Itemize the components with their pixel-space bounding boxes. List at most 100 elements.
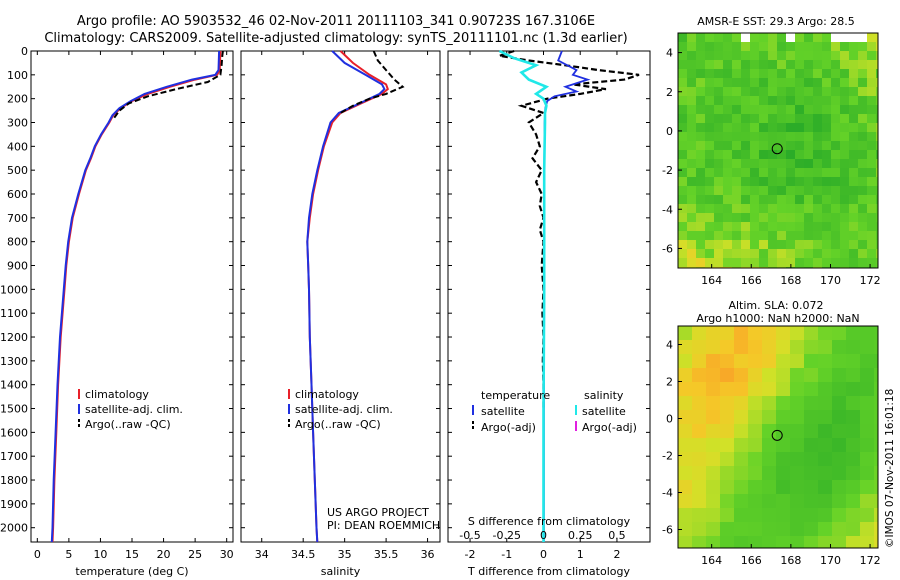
legend-t-title: temperature — [481, 389, 550, 402]
heatmap-cell — [759, 186, 769, 196]
heatmap-cell — [678, 60, 688, 70]
heatmap-cell — [858, 114, 868, 124]
x-tick-label: 0 — [34, 548, 41, 561]
x-tick-label: 15 — [125, 548, 139, 561]
heatmap-cell — [732, 69, 742, 79]
heatmap-cell — [678, 326, 693, 341]
map-x-tick-label: 172 — [860, 274, 881, 287]
heatmap-cell — [696, 96, 706, 106]
heatmap-cell — [762, 354, 777, 369]
heatmap-cell — [813, 168, 823, 178]
heatmap-cell — [867, 186, 877, 196]
heatmap-cell — [750, 204, 760, 214]
heatmap-cell — [818, 508, 833, 523]
heatmap-cell — [846, 396, 861, 411]
heatmap-cell — [831, 159, 841, 169]
heatmap-cell — [786, 123, 796, 133]
heatmap-cell — [720, 410, 735, 425]
heatmap-cell — [759, 177, 769, 187]
heatmap-cell — [720, 382, 735, 397]
heatmap-cell — [741, 150, 751, 160]
heatmap-cell — [874, 368, 879, 383]
heatmap-cell — [790, 354, 805, 369]
heatmap-cell — [786, 213, 796, 223]
heatmap-cell — [832, 536, 847, 549]
heatmap-cell — [858, 51, 868, 61]
heatmap-cell — [804, 258, 814, 268]
heatmap-cell — [795, 141, 805, 151]
heatmap-cell — [678, 177, 688, 187]
heatmap-cell — [840, 258, 850, 268]
heatmap-cell — [714, 78, 724, 88]
heatmap-cell — [762, 424, 777, 439]
heatmap-cell — [768, 87, 778, 97]
heatmap-cell — [696, 204, 706, 214]
heatmap-cell — [858, 222, 868, 232]
map-y-tick-label: 2 — [666, 86, 673, 99]
heatmap-cell — [776, 508, 791, 523]
heatmap-cell — [786, 87, 796, 97]
heatmap-cell — [732, 150, 742, 160]
legend-label: climatology — [85, 388, 149, 401]
heatmap-cell — [705, 96, 715, 106]
heatmap-cell — [831, 33, 841, 43]
heatmap-cell — [692, 368, 707, 383]
heatmap-cell — [832, 494, 847, 509]
heatmap-cell — [813, 222, 823, 232]
heatmap-cell — [790, 396, 805, 411]
heatmap-cell — [768, 42, 778, 52]
heatmap-cell — [876, 87, 879, 97]
heatmap-cell — [759, 69, 769, 79]
heatmap-cell — [860, 466, 875, 481]
heatmap-cell — [678, 258, 688, 268]
heatmap-cell — [723, 159, 733, 169]
heatmap-cell — [874, 382, 879, 397]
heatmap-cell — [732, 51, 742, 61]
depth-tick-label: 1900 — [0, 498, 28, 511]
heatmap-cell — [867, 69, 877, 79]
heatmap-cell — [840, 123, 850, 133]
heatmap-cell — [840, 51, 850, 61]
heatmap-cell — [777, 132, 787, 142]
heatmap-cell — [732, 105, 742, 115]
heatmap-cell — [786, 168, 796, 178]
heatmap-cell — [849, 87, 859, 97]
heatmap-cell — [804, 168, 814, 178]
heatmap-cell — [822, 114, 832, 124]
heatmap-cell — [777, 96, 787, 106]
heatmap-cell — [795, 78, 805, 88]
heatmap-cell — [786, 159, 796, 169]
heatmap-cell — [818, 466, 833, 481]
heatmap-cell — [858, 249, 868, 259]
heatmap-cell — [867, 114, 877, 124]
heatmap-cell — [768, 51, 778, 61]
heatmap-cell — [720, 326, 735, 341]
sst-map-frame — [677, 32, 879, 269]
map-y-tick-label: -6 — [662, 524, 673, 537]
heatmap-cell — [804, 150, 814, 160]
heatmap-cell — [876, 132, 879, 142]
heatmap-cell — [860, 340, 875, 355]
heatmap-cell — [777, 258, 787, 268]
heatmap-cell — [846, 452, 861, 467]
sla-subtitle: Argo h1000: NaN h2000: NaN — [696, 312, 859, 325]
map-x-tick-label: 168 — [780, 554, 801, 567]
heatmap-cell — [750, 69, 760, 79]
heatmap-cell — [741, 105, 751, 115]
heatmap-cell — [840, 87, 850, 97]
heatmap-cell — [750, 114, 760, 124]
heatmap-cell — [692, 536, 707, 549]
heatmap-cell — [750, 249, 760, 259]
heatmap-cell — [876, 60, 879, 70]
heatmap-cell — [776, 480, 791, 495]
heatmap-cell — [678, 396, 693, 411]
heatmap-cell — [723, 258, 733, 268]
heatmap-cell — [813, 231, 823, 241]
heatmap-cell — [846, 494, 861, 509]
heatmap-cell — [804, 195, 814, 205]
heatmap-cell — [687, 114, 697, 124]
heatmap-cell — [696, 240, 706, 250]
heatmap-cell — [858, 33, 868, 43]
heatmap-cell — [804, 410, 819, 425]
heatmap-cell — [706, 382, 721, 397]
